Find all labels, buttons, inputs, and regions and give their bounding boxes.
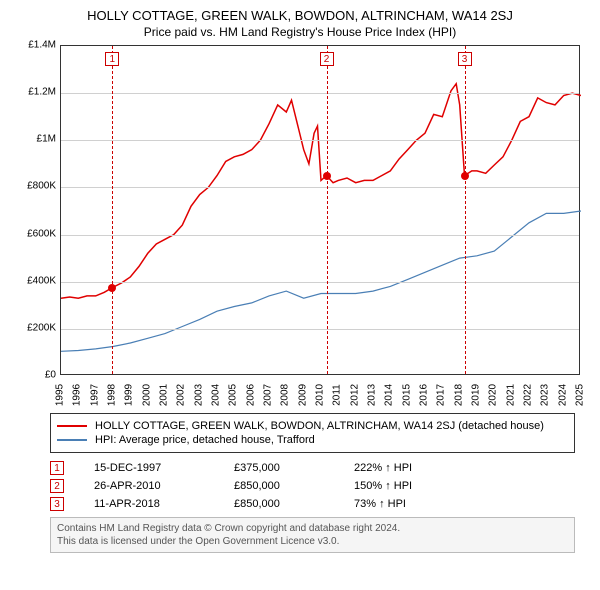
x-axis-labels: 1995199619971998199920002001200220032004… — [60, 379, 580, 409]
x-tick-label: 1996 — [72, 384, 83, 406]
sale-marker-box: 3 — [458, 52, 472, 66]
y-tick-label: £200K — [27, 322, 56, 333]
x-tick-label: 2020 — [488, 384, 499, 406]
legend-row: HOLLY COTTAGE, GREEN WALK, BOWDON, ALTRI… — [57, 420, 568, 432]
sale-pct: 150% ↑ HPI — [354, 480, 454, 492]
sale-dot — [461, 172, 469, 180]
legend-swatch — [57, 439, 87, 441]
sale-vline — [465, 46, 466, 374]
y-tick-label: £1M — [37, 134, 56, 145]
line-series — [61, 46, 581, 376]
sale-vline — [327, 46, 328, 374]
sale-date: 26-APR-2010 — [94, 480, 234, 492]
x-tick-label: 2019 — [471, 384, 482, 406]
x-tick-label: 1995 — [55, 384, 66, 406]
sale-pct: 73% ↑ HPI — [354, 498, 454, 510]
x-tick-label: 1997 — [89, 384, 100, 406]
sale-marker-box: 2 — [320, 52, 334, 66]
x-tick-label: 1998 — [107, 384, 118, 406]
sales-table: 1 15-DEC-1997£375,000222% ↑ HPI 2 26-APR-20… — [50, 461, 575, 511]
x-tick-label: 2009 — [297, 384, 308, 406]
x-tick-label: 2005 — [228, 384, 239, 406]
sale-price: £850,000 — [234, 480, 354, 492]
x-tick-label: 2006 — [245, 384, 256, 406]
x-tick-label: 2010 — [315, 384, 326, 406]
sale-num: 3 — [50, 497, 64, 511]
chart-container: HOLLY COTTAGE, GREEN WALK, BOWDON, ALTRI… — [0, 0, 600, 590]
legend-label: HOLLY COTTAGE, GREEN WALK, BOWDON, ALTRI… — [95, 420, 544, 432]
sale-dot — [323, 172, 331, 180]
chart-title: HOLLY COTTAGE, GREEN WALK, BOWDON, ALTRI… — [10, 8, 590, 23]
x-tick-label: 2003 — [193, 384, 204, 406]
x-tick-label: 2013 — [367, 384, 378, 406]
sale-date: 11-APR-2018 — [94, 498, 234, 510]
y-tick-label: £400K — [27, 275, 56, 286]
sale-row: 3 11-APR-2018£850,00073% ↑ HPI — [50, 497, 575, 511]
footer-line: Contains HM Land Registry data © Crown c… — [57, 522, 568, 535]
legend-label: HPI: Average price, detached house, Traf… — [95, 434, 315, 446]
sale-marker-box: 1 — [105, 52, 119, 66]
sale-vline — [112, 46, 113, 374]
y-tick-label: £0 — [45, 370, 56, 381]
x-tick-label: 2014 — [384, 384, 395, 406]
y-tick-label: £1.2M — [28, 87, 56, 98]
sale-price: £850,000 — [234, 498, 354, 510]
y-tick-label: £1.4M — [28, 40, 56, 51]
x-tick-label: 2015 — [401, 384, 412, 406]
x-tick-label: 2001 — [159, 384, 170, 406]
x-tick-label: 2012 — [349, 384, 360, 406]
y-tick-label: £600K — [27, 228, 56, 239]
sale-price: £375,000 — [234, 462, 354, 474]
x-tick-label: 2017 — [436, 384, 447, 406]
x-tick-label: 2007 — [263, 384, 274, 406]
sale-num: 1 — [50, 461, 64, 475]
x-tick-label: 1999 — [124, 384, 135, 406]
x-tick-label: 2021 — [505, 384, 516, 406]
sale-date: 15-DEC-1997 — [94, 462, 234, 474]
x-tick-label: 2008 — [280, 384, 291, 406]
legend-swatch — [57, 425, 87, 427]
x-tick-label: 2022 — [523, 384, 534, 406]
x-tick-label: 2002 — [176, 384, 187, 406]
x-tick-label: 2023 — [540, 384, 551, 406]
x-tick-label: 2025 — [575, 384, 586, 406]
attribution-footer: Contains HM Land Registry data © Crown c… — [50, 517, 575, 553]
chart-subtitle: Price paid vs. HM Land Registry's House … — [10, 25, 590, 39]
x-tick-label: 2000 — [141, 384, 152, 406]
y-tick-label: £800K — [27, 181, 56, 192]
x-tick-label: 2016 — [419, 384, 430, 406]
legend-row: HPI: Average price, detached house, Traf… — [57, 434, 568, 446]
sale-dot — [108, 284, 116, 292]
sale-pct: 222% ↑ HPI — [354, 462, 454, 474]
legend: HOLLY COTTAGE, GREEN WALK, BOWDON, ALTRI… — [50, 413, 575, 453]
footer-line: This data is licensed under the Open Gov… — [57, 535, 568, 548]
x-tick-label: 2018 — [453, 384, 464, 406]
x-tick-label: 2024 — [557, 384, 568, 406]
plot-area: 1 2 3 — [60, 45, 580, 375]
sale-row: 2 26-APR-2010£850,000150% ↑ HPI — [50, 479, 575, 493]
sale-row: 1 15-DEC-1997£375,000222% ↑ HPI — [50, 461, 575, 475]
series-line — [61, 84, 581, 299]
chart-area: £0£200K£400K£600K£800K£1M£1.2M£1.4M 123 … — [20, 45, 580, 405]
x-tick-label: 2011 — [332, 384, 343, 406]
x-tick-label: 2004 — [211, 384, 222, 406]
sale-num: 2 — [50, 479, 64, 493]
